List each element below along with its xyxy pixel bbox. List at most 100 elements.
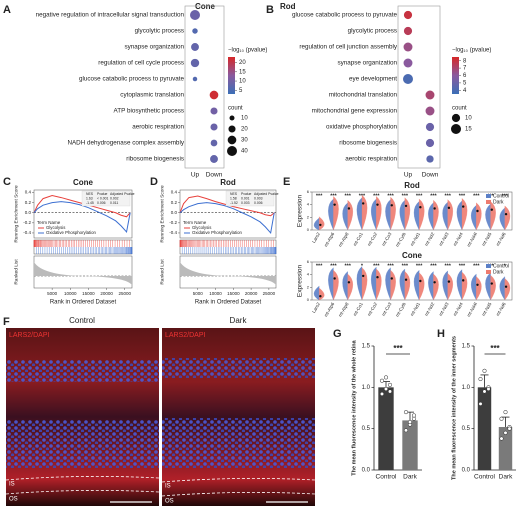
half-violin bbox=[390, 196, 396, 231]
y-axis-label: The mean fluorescence intensity of the w… bbox=[351, 339, 357, 475]
colorbar-tick-label: 8 bbox=[463, 58, 467, 64]
x-tick-label: mt-Nd4 bbox=[452, 231, 464, 247]
data-point bbox=[411, 413, 417, 418]
dot bbox=[210, 123, 218, 131]
y-tick-label: 1.0 bbox=[462, 385, 471, 391]
half-violin bbox=[376, 196, 382, 231]
x-tick-label: mt-Co2 bbox=[366, 301, 378, 317]
x-tick-label: 20000 bbox=[245, 291, 258, 296]
legend-swatch bbox=[486, 270, 491, 274]
x-tick-label: mt-Nd4 bbox=[452, 301, 464, 317]
significance: *** bbox=[402, 193, 409, 199]
mean-dot bbox=[376, 203, 379, 206]
half-violin bbox=[342, 271, 348, 301]
image-title: Dark bbox=[230, 316, 248, 325]
x-tick-label: 20000 bbox=[100, 291, 113, 296]
half-violin bbox=[428, 202, 434, 231]
term-label: eye development bbox=[349, 76, 397, 83]
colorbar-tick-label: 5 bbox=[239, 88, 243, 94]
half-violin bbox=[485, 203, 491, 231]
y-tick-label: 0.2 bbox=[171, 200, 178, 205]
significance: *** bbox=[416, 193, 423, 199]
dot bbox=[192, 28, 198, 34]
y-tick-label: 6 bbox=[307, 189, 310, 194]
layer-label: OS bbox=[9, 497, 18, 503]
size-legend-dot bbox=[229, 115, 235, 121]
term-label: synapse organization bbox=[337, 60, 397, 67]
mean-dot bbox=[433, 281, 436, 284]
x-tick-label: mt-Nd5 bbox=[481, 301, 493, 317]
significance: *** bbox=[345, 263, 352, 269]
y-axis-label: Ranked List bbox=[159, 259, 165, 285]
y-tick-label: -0.4 bbox=[23, 230, 31, 235]
bar bbox=[378, 387, 394, 470]
table-header: NES bbox=[230, 192, 238, 196]
size-legend-label: 20 bbox=[241, 127, 248, 133]
half-violin bbox=[418, 198, 425, 231]
half-violin bbox=[313, 285, 320, 301]
legend-label: Control bbox=[493, 193, 509, 199]
x-tick-label: mt-Atp8 bbox=[337, 301, 349, 318]
significance: *** bbox=[373, 263, 380, 269]
term-label: negative regulation of intracellular sig… bbox=[36, 12, 185, 19]
panel-label: F bbox=[3, 316, 10, 328]
panel-label: D bbox=[150, 176, 158, 188]
mean-dot bbox=[447, 280, 451, 283]
dot bbox=[210, 139, 218, 147]
legend-label: Dark bbox=[493, 269, 504, 275]
mean-dot bbox=[404, 278, 408, 281]
half-violin bbox=[370, 266, 377, 301]
significance: *** bbox=[402, 263, 409, 269]
half-violin bbox=[433, 199, 439, 231]
data-point bbox=[507, 426, 512, 431]
term-label: synapse organization bbox=[124, 44, 184, 51]
x-tick-label: mt-Nd2 bbox=[424, 231, 436, 247]
legend-label: Glycolysis bbox=[46, 225, 65, 230]
half-violin bbox=[385, 267, 391, 301]
data-point bbox=[482, 389, 487, 394]
y-tick-label: 0.0 bbox=[171, 210, 178, 215]
layer-label: IS bbox=[165, 484, 171, 490]
table-cell: 0.003 bbox=[254, 196, 263, 200]
mean-dot bbox=[476, 283, 479, 286]
y-tick-label: 6 bbox=[307, 259, 310, 264]
ranked-list bbox=[34, 262, 132, 285]
plot-frame bbox=[311, 191, 513, 231]
dot bbox=[425, 138, 435, 148]
x-tick-label: Down bbox=[422, 172, 439, 179]
term-label: regulation of cell junction assembly bbox=[299, 44, 398, 51]
half-violin bbox=[442, 270, 448, 301]
size-legend-label: 40 bbox=[241, 149, 248, 155]
table-header: NES bbox=[86, 192, 94, 196]
table-cell: 1.63 bbox=[86, 196, 93, 200]
significance: *** bbox=[387, 193, 394, 199]
significance: *** bbox=[387, 263, 394, 269]
plot-frame bbox=[184, 5, 225, 169]
half-violin bbox=[461, 198, 468, 231]
x-tick-label: mt-Nd3 bbox=[438, 301, 450, 317]
mean-dot bbox=[390, 277, 393, 280]
size-legend-dot bbox=[451, 124, 461, 134]
y-axis-label: Expression bbox=[297, 195, 304, 228]
y-tick-label: 0.0 bbox=[362, 468, 371, 474]
data-point bbox=[478, 377, 483, 382]
mean-dot bbox=[319, 295, 322, 298]
mean-dot bbox=[347, 281, 351, 284]
data-point bbox=[387, 382, 393, 387]
half-violin bbox=[333, 196, 339, 231]
legend-swatch bbox=[486, 264, 491, 268]
panel-label: G bbox=[333, 328, 342, 340]
dot bbox=[425, 122, 435, 132]
mean-dot bbox=[362, 274, 365, 278]
y-tick-label: 4 bbox=[307, 272, 310, 277]
mean-dot bbox=[376, 276, 379, 279]
colorbar bbox=[452, 57, 459, 94]
y-tick-label: -0.2 bbox=[23, 220, 31, 225]
mean-dot bbox=[319, 223, 322, 227]
half-violin bbox=[490, 201, 496, 231]
half-violin bbox=[342, 202, 348, 231]
data-point bbox=[407, 420, 413, 425]
half-violin bbox=[447, 199, 454, 231]
significance: *** bbox=[459, 193, 466, 199]
